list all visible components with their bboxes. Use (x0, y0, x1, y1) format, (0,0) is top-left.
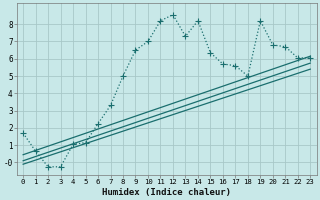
X-axis label: Humidex (Indice chaleur): Humidex (Indice chaleur) (102, 188, 231, 197)
